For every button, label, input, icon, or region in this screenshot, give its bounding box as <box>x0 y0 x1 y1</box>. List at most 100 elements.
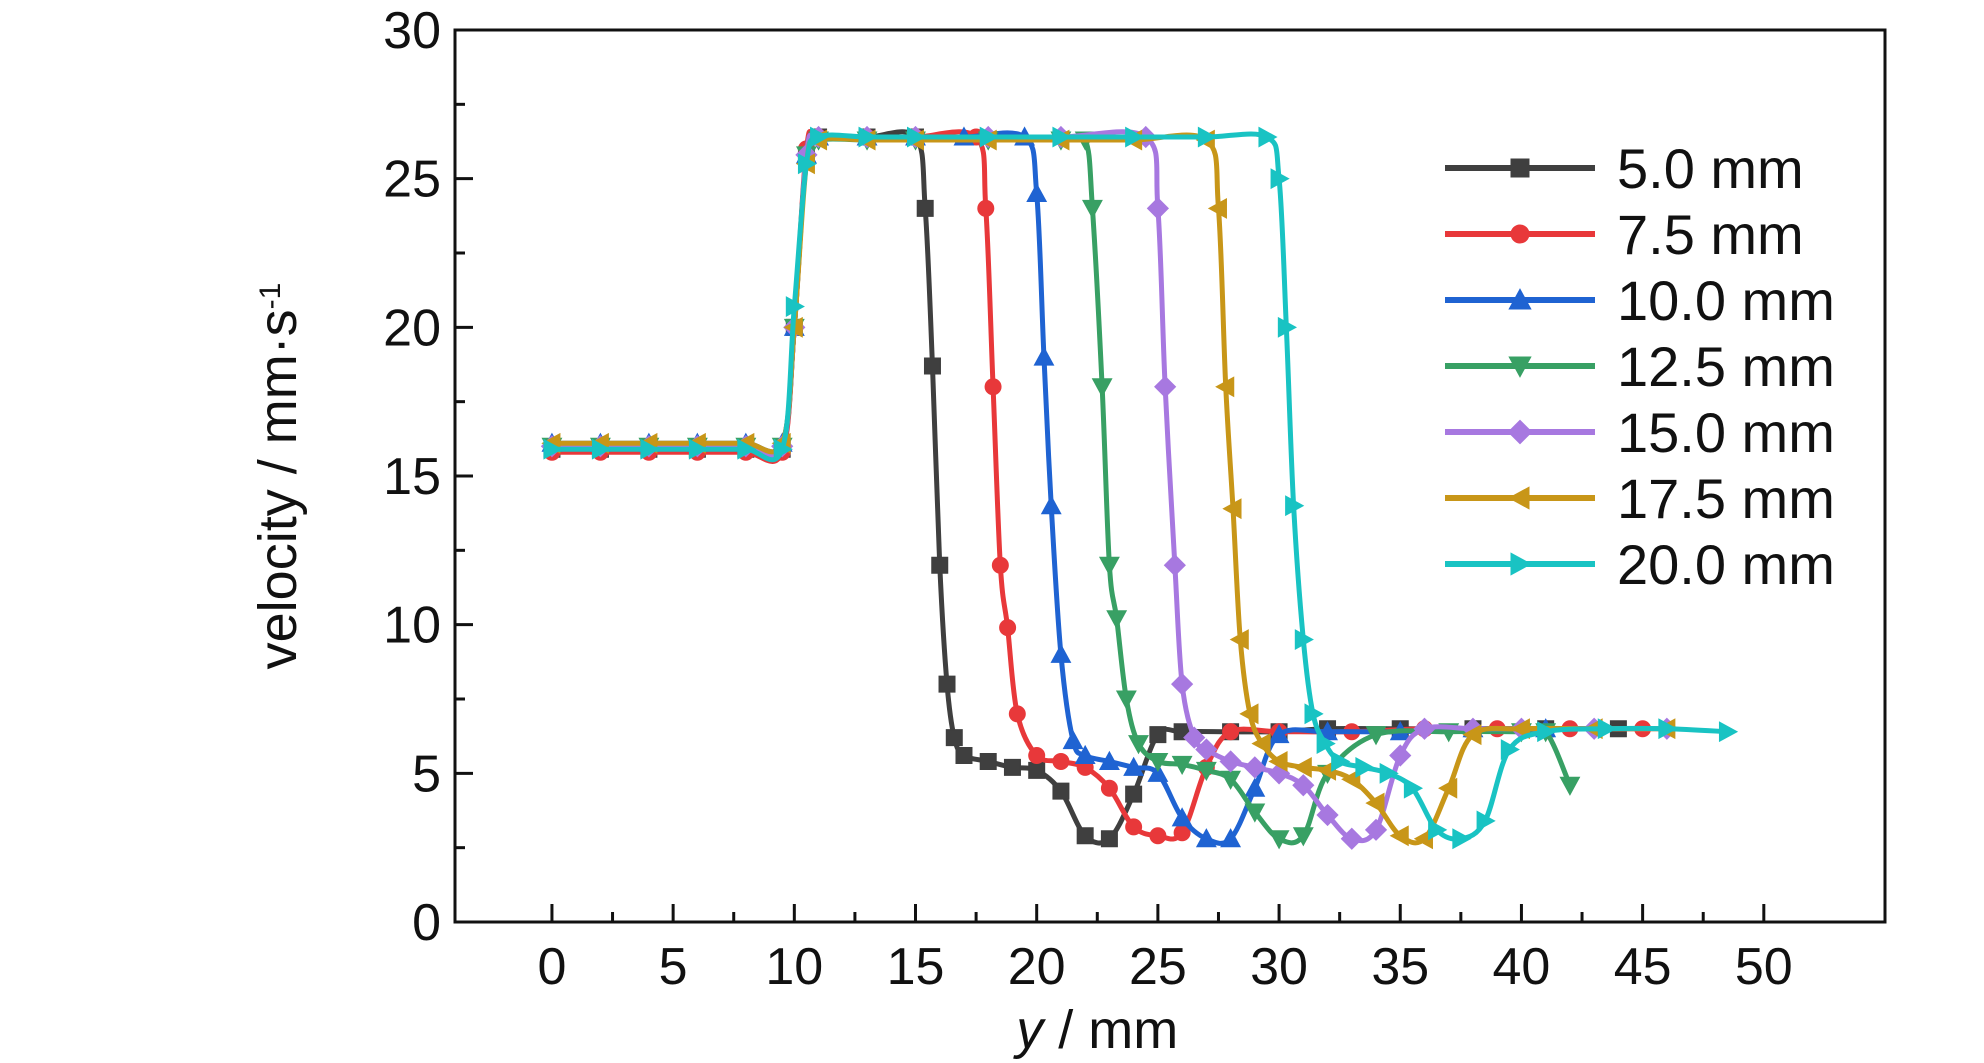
series-marker <box>1285 495 1305 517</box>
series-marker <box>1365 726 1387 746</box>
series-marker <box>1195 761 1217 782</box>
series-marker <box>1100 779 1118 797</box>
x-tick-label: 20 <box>1008 938 1066 996</box>
series-marker <box>984 378 1002 396</box>
series-marker <box>1292 756 1312 778</box>
series-marker <box>1222 723 1240 741</box>
series-marker <box>1462 724 1482 746</box>
series-line <box>551 129 1619 846</box>
series-marker <box>1718 721 1739 743</box>
y-axis-title-main: velocity / mm·s <box>248 309 308 669</box>
legend-label: 17.5 mm <box>1617 467 1835 530</box>
series-marker <box>1316 733 1336 755</box>
series-marker <box>1052 752 1070 770</box>
series-marker <box>1379 762 1399 784</box>
series-marker <box>1507 419 1533 445</box>
series-marker <box>1537 721 1557 743</box>
y-tick-label: 15 <box>383 448 441 506</box>
series-line <box>551 132 1573 846</box>
series-marker <box>1428 819 1448 841</box>
series-marker <box>1074 744 1096 764</box>
series-marker <box>1403 777 1424 799</box>
series-marker <box>1331 750 1351 772</box>
series-marker <box>1149 726 1167 744</box>
x-tick-label: 25 <box>1129 938 1187 996</box>
series-marker <box>1026 182 1048 203</box>
series-layer <box>540 125 1739 850</box>
series-marker <box>1364 818 1388 841</box>
series-marker <box>1171 807 1193 827</box>
series-6 <box>543 126 1739 850</box>
series-marker <box>1215 376 1235 398</box>
legend-item: 12.5 mm <box>1445 335 1835 398</box>
series-marker <box>1052 782 1070 800</box>
series-marker <box>1154 375 1177 398</box>
series-marker <box>797 153 818 175</box>
series-marker <box>1294 629 1314 650</box>
series-marker <box>1500 739 1520 760</box>
series-marker <box>977 199 995 217</box>
x-tick-label: 50 <box>1735 938 1793 996</box>
series-marker <box>1052 126 1072 148</box>
series-marker <box>1510 718 1530 740</box>
legend-item: 7.5 mm <box>1445 203 1804 266</box>
x-tick-label: 5 <box>659 938 688 996</box>
series-marker <box>1062 729 1084 750</box>
series-marker <box>1559 776 1581 796</box>
series-marker <box>810 126 830 148</box>
y-axis-title-sup: -1 <box>254 283 287 310</box>
y-tick-label: 20 <box>383 299 441 357</box>
series-marker <box>1365 792 1385 814</box>
series-marker <box>591 438 612 460</box>
series-marker <box>1316 803 1339 827</box>
x-tick-label: 10 <box>765 938 823 996</box>
series-marker <box>1197 126 1218 148</box>
series-marker <box>1220 828 1242 848</box>
series-marker <box>999 619 1017 637</box>
series-marker <box>1268 750 1288 772</box>
series-marker <box>1244 803 1266 823</box>
series-marker <box>1100 830 1118 848</box>
legend-item: 20.0 mm <box>1445 533 1835 596</box>
series-marker <box>785 296 805 317</box>
series-marker <box>1146 197 1169 220</box>
series-marker <box>931 556 949 574</box>
axes: 0 5 10 15 20 25 30 0 5 10 15 20 25 30 35 40 45 50 <box>383 2 1793 996</box>
legend-label: 12.5 mm <box>1617 335 1835 398</box>
x-tick-label: 30 <box>1250 938 1308 996</box>
series-marker <box>1028 746 1046 764</box>
y-tick-label: 25 <box>383 151 441 209</box>
series-marker <box>1050 643 1072 663</box>
series-marker <box>737 438 757 460</box>
x-axis-title-unit: / mm <box>1043 1000 1178 1060</box>
series-marker <box>1128 735 1149 755</box>
series-marker <box>1147 762 1169 782</box>
series-marker <box>1106 610 1128 630</box>
series-marker <box>1438 777 1458 799</box>
series-marker <box>1219 750 1242 773</box>
series-marker <box>1149 827 1167 845</box>
series-marker <box>1476 810 1496 832</box>
series-marker <box>1195 828 1217 848</box>
series-marker <box>1222 498 1242 520</box>
series-marker <box>1277 316 1297 338</box>
series-marker <box>1316 759 1337 781</box>
series-marker <box>1239 703 1259 725</box>
series-marker <box>773 438 793 460</box>
series-marker <box>1125 126 1145 148</box>
series-marker <box>1028 761 1046 779</box>
series-marker <box>1098 556 1120 576</box>
series-marker <box>1207 197 1227 219</box>
y-tick-label: 5 <box>412 745 441 803</box>
series-marker <box>1003 758 1021 776</box>
series-marker <box>1658 718 1678 740</box>
series-marker <box>1183 726 1206 749</box>
x-tick-label: 15 <box>887 938 945 996</box>
series-marker <box>1304 703 1324 725</box>
y-tick-label: 30 <box>383 2 441 60</box>
series-marker <box>1244 777 1266 797</box>
series-marker <box>1508 288 1532 310</box>
series-marker <box>1171 755 1193 776</box>
series-marker <box>991 556 1009 574</box>
series-marker <box>1389 825 1409 847</box>
